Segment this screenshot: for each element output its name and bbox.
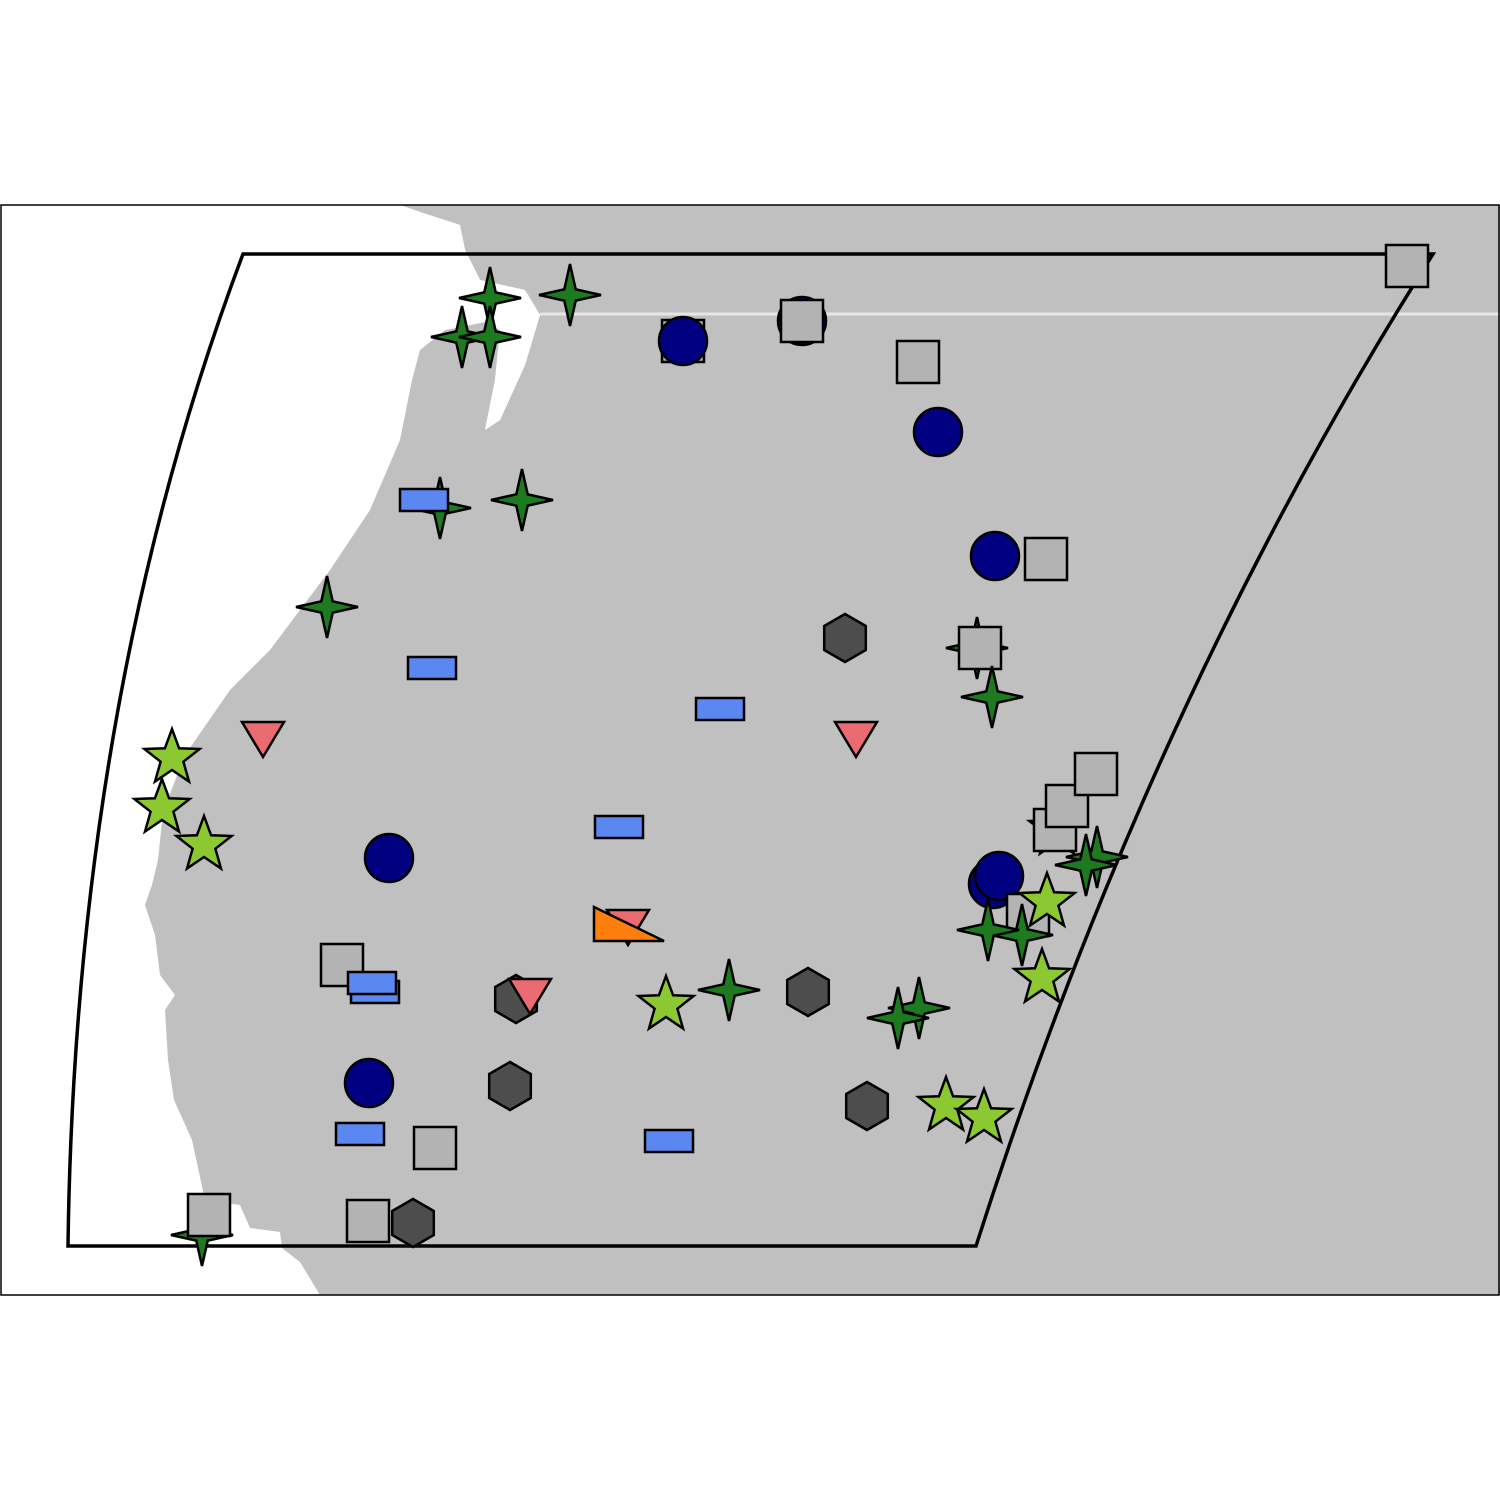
marker-rectangle-62 <box>643 1128 695 1154</box>
marker-rectangle-21 <box>694 696 746 722</box>
marker-five-point-star-58 <box>914 1073 978 1133</box>
marker-rectangle-17 <box>398 487 450 513</box>
marker-circle-1 <box>657 315 709 367</box>
marker-four-point-star-18 <box>490 468 554 532</box>
map-frame <box>0 204 1500 1296</box>
marker-rectangle-60 <box>334 1121 386 1147</box>
marker-square-4 <box>895 339 941 385</box>
marker-down-triangle-49 <box>506 977 554 1017</box>
marker-five-point-star-25 <box>140 725 204 785</box>
marker-five-point-star-27 <box>172 812 236 872</box>
marker-hexagon-57 <box>844 1080 890 1132</box>
marker-down-triangle-24 <box>832 720 880 760</box>
marker-hexagon-56 <box>487 1060 533 1112</box>
marker-right-triangle-44 <box>592 905 665 943</box>
marker-rectangle-47 <box>346 970 398 996</box>
marker-layer <box>130 243 1430 1267</box>
marker-hexagon-22 <box>822 612 868 664</box>
marker-five-point-star-59 <box>952 1085 1016 1145</box>
marker-circle-37 <box>973 850 1025 902</box>
marker-five-point-star-40 <box>1015 869 1079 929</box>
marker-square-7 <box>1023 536 1069 582</box>
marker-five-point-star-26 <box>130 775 194 835</box>
marker-four-point-star-19 <box>295 575 359 639</box>
marker-square-61 <box>412 1125 458 1171</box>
marker-down-triangle-23 <box>239 720 287 760</box>
marker-five-point-star-42 <box>1010 945 1074 1005</box>
marker-four-point-star-41 <box>956 898 1020 962</box>
marker-rectangle-29 <box>593 814 645 840</box>
marker-circle-6 <box>969 530 1021 582</box>
marker-four-point-star-10 <box>960 665 1024 729</box>
marker-hexagon-52 <box>785 966 831 1018</box>
land-area <box>145 205 1500 1295</box>
marker-square-9 <box>957 625 1003 671</box>
marker-rectangle-20 <box>406 655 458 681</box>
marker-four-point-star-53 <box>887 976 951 1040</box>
marker-four-point-star-13 <box>538 263 602 327</box>
marker-circle-28 <box>363 832 415 884</box>
marker-square-3 <box>779 298 825 344</box>
marker-four-point-star-15 <box>458 305 522 369</box>
marker-hexagon-66 <box>390 1197 436 1249</box>
marker-square-65 <box>345 1198 391 1244</box>
marker-circle-55 <box>343 1057 395 1109</box>
marker-square-11 <box>1384 243 1430 289</box>
extent-outline <box>66 252 1437 1248</box>
marker-square-33 <box>1073 751 1119 797</box>
marker-four-point-star-35 <box>1054 833 1118 897</box>
marker-four-point-star-54 <box>866 986 930 1050</box>
marker-four-point-star-51 <box>697 958 761 1022</box>
marker-five-point-star-50 <box>634 972 698 1032</box>
marker-square-64 <box>186 1192 232 1238</box>
water-area <box>335 205 540 430</box>
marker-circle-5 <box>912 406 964 458</box>
